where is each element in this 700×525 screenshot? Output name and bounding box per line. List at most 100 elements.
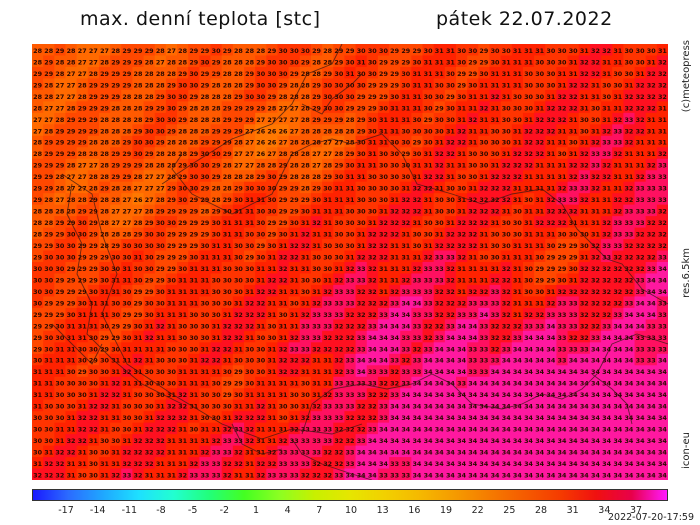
- grid-cell: [623, 319, 636, 332]
- grid-value: 30: [234, 391, 243, 399]
- grid-cell: [656, 273, 668, 286]
- grid-cell: [322, 55, 334, 68]
- grid-cell: [277, 307, 290, 320]
- grid-value: 30: [290, 391, 299, 399]
- grid-cell: [76, 262, 89, 275]
- grid-value: 31: [212, 426, 221, 434]
- grid-value: 32: [636, 265, 645, 273]
- grid-value: 32: [379, 231, 388, 239]
- grid-value: 30: [346, 231, 355, 239]
- grid-cell: [210, 411, 223, 424]
- grid-value: 31: [178, 460, 187, 468]
- grid-value: 28: [223, 173, 232, 181]
- grid-value: 34: [558, 460, 567, 468]
- grid-cell: [556, 468, 569, 480]
- grid-value: 33: [323, 414, 332, 422]
- grid-cell: [98, 330, 111, 343]
- grid-value: 31: [558, 139, 567, 147]
- grid-value: 30: [379, 162, 388, 170]
- grid-cell: [232, 399, 245, 412]
- grid-cell: [266, 284, 279, 298]
- grid-cell: [623, 388, 636, 401]
- grid-value: 30: [412, 127, 421, 135]
- grid-value: 32: [491, 345, 500, 353]
- grid-value: 30: [55, 322, 64, 330]
- grid-value: 32: [256, 403, 265, 411]
- grid-cell: [210, 250, 223, 263]
- grid-cell: [165, 227, 178, 240]
- grid-cell: [177, 411, 189, 424]
- grid-cell: [545, 170, 558, 183]
- grid-value: 31: [357, 242, 366, 250]
- grid-value: 28: [67, 162, 76, 170]
- grid-cell: [589, 66, 602, 80]
- grid-cell: [389, 307, 401, 320]
- grid-value: 33: [569, 299, 578, 307]
- grid-value: 29: [89, 196, 98, 204]
- grid-cell: [143, 101, 156, 114]
- grid-cell: [154, 55, 167, 68]
- grid-cell: [221, 365, 234, 378]
- grid-cell: [355, 388, 368, 401]
- grid-cell: [65, 376, 78, 389]
- grid-cell: [601, 101, 613, 114]
- grid-value: 28: [223, 93, 232, 101]
- grid-value: 28: [78, 196, 87, 204]
- grid-cell: [511, 434, 524, 447]
- grid-value: 32: [178, 414, 187, 422]
- grid-value: 31: [479, 116, 488, 124]
- grid-value: 28: [134, 70, 143, 78]
- grid-value: 31: [323, 208, 332, 216]
- grid-value: 31: [134, 426, 143, 434]
- grid-value: 27: [111, 208, 120, 216]
- grid-value: 34: [524, 380, 533, 388]
- grid-value: 29: [78, 127, 87, 135]
- grid-cell: [534, 365, 546, 378]
- grid-cell: [288, 239, 301, 252]
- grid-value: 34: [546, 357, 555, 365]
- grid-cell: [199, 135, 212, 148]
- grid-cell: [188, 147, 200, 160]
- grid-value: 30: [212, 311, 221, 319]
- grid-cell: [589, 342, 602, 355]
- grid-value: 34: [602, 471, 611, 479]
- grid-cell: [188, 89, 200, 102]
- grid-cell: [601, 319, 613, 332]
- grid-value: 33: [368, 426, 377, 434]
- grid-cell: [422, 124, 435, 137]
- grid-value: 29: [379, 81, 388, 89]
- grid-cell: [65, 284, 78, 298]
- grid-value: 29: [558, 253, 567, 261]
- grid-cell: [65, 457, 78, 470]
- grid-value: 31: [513, 70, 522, 78]
- grid-cell: [389, 342, 401, 355]
- grid-cell: [389, 66, 401, 80]
- grid-cell: [255, 101, 267, 114]
- grid-value: 34: [412, 460, 421, 468]
- grid-value: 28: [134, 81, 143, 89]
- grid-value: 29: [346, 104, 355, 112]
- grid-cell: [43, 376, 55, 389]
- grid-cell: [132, 422, 145, 435]
- grid-value: 33: [658, 299, 667, 307]
- grid-cell: [478, 89, 491, 102]
- grid-value: 33: [647, 196, 656, 204]
- grid-cell: [333, 422, 346, 435]
- grid-value: 31: [267, 391, 276, 399]
- grid-cell: [132, 101, 145, 114]
- grid-cell: [467, 227, 479, 240]
- grid-value: 30: [323, 104, 332, 112]
- grid-value: 29: [334, 47, 343, 55]
- grid-value: 29: [122, 162, 131, 170]
- grid-cell: [54, 124, 67, 137]
- grid-value: 31: [111, 449, 120, 457]
- grid-value: 27: [44, 116, 53, 124]
- grid-value: 31: [312, 391, 321, 399]
- grid-value: 30: [111, 311, 120, 319]
- grid-cell: [545, 388, 558, 401]
- grid-cell: [656, 307, 668, 320]
- grid-value: 33: [357, 391, 366, 399]
- grid-value: 28: [44, 196, 53, 204]
- grid-value: 34: [412, 471, 421, 479]
- grid-cell: [76, 307, 89, 320]
